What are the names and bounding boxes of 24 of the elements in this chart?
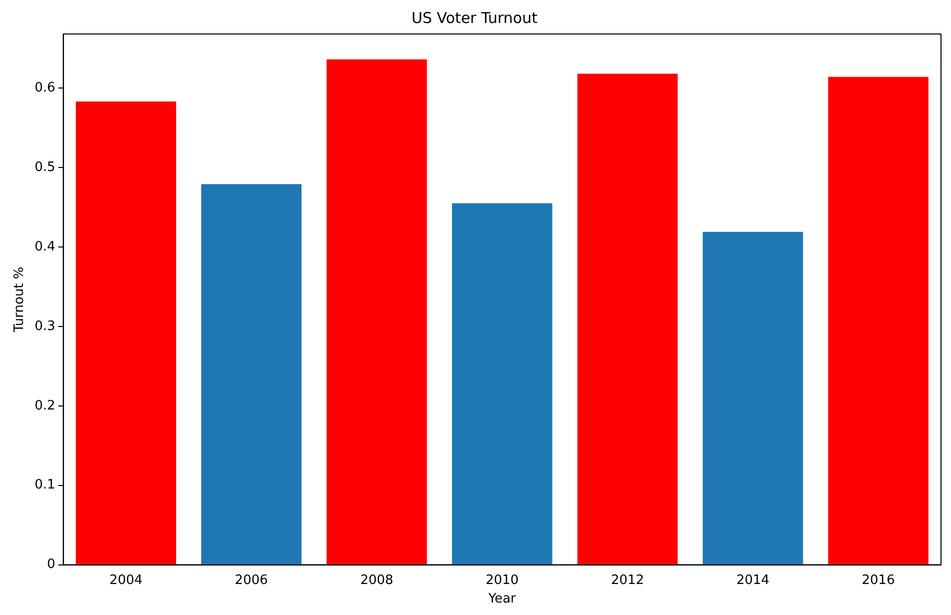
y-tick-label: 0.4 — [34, 239, 56, 254]
x-tick-label: 2008 — [360, 572, 394, 588]
y-axis-title: Turnout % — [12, 266, 28, 334]
bar — [201, 184, 302, 564]
bar — [828, 76, 928, 564]
x-tick-label: 2010 — [486, 572, 519, 588]
y-tick-label: 0.1 — [34, 478, 56, 493]
bar — [76, 102, 176, 564]
bar — [577, 74, 678, 564]
y-tick-label: 0.3 — [34, 318, 56, 334]
x-tick-label: 2004 — [109, 572, 143, 588]
bar — [702, 232, 804, 564]
y-tick-label: 0.6 — [34, 80, 56, 96]
chart-title: US Voter Turnout — [412, 8, 538, 27]
x-tick-label: 2012 — [610, 572, 644, 588]
x-tick-label: 2016 — [862, 572, 895, 588]
bar — [326, 59, 427, 564]
y-tick-label: 0.5 — [34, 160, 56, 175]
bar — [452, 203, 552, 564]
y-tick-label: 0.2 — [34, 398, 56, 414]
x-axis-title: Year — [487, 592, 517, 607]
y-tick-label: 0 — [46, 557, 56, 572]
x-tick-label: 2006 — [234, 572, 268, 588]
x-tick-label: 2014 — [736, 572, 770, 588]
